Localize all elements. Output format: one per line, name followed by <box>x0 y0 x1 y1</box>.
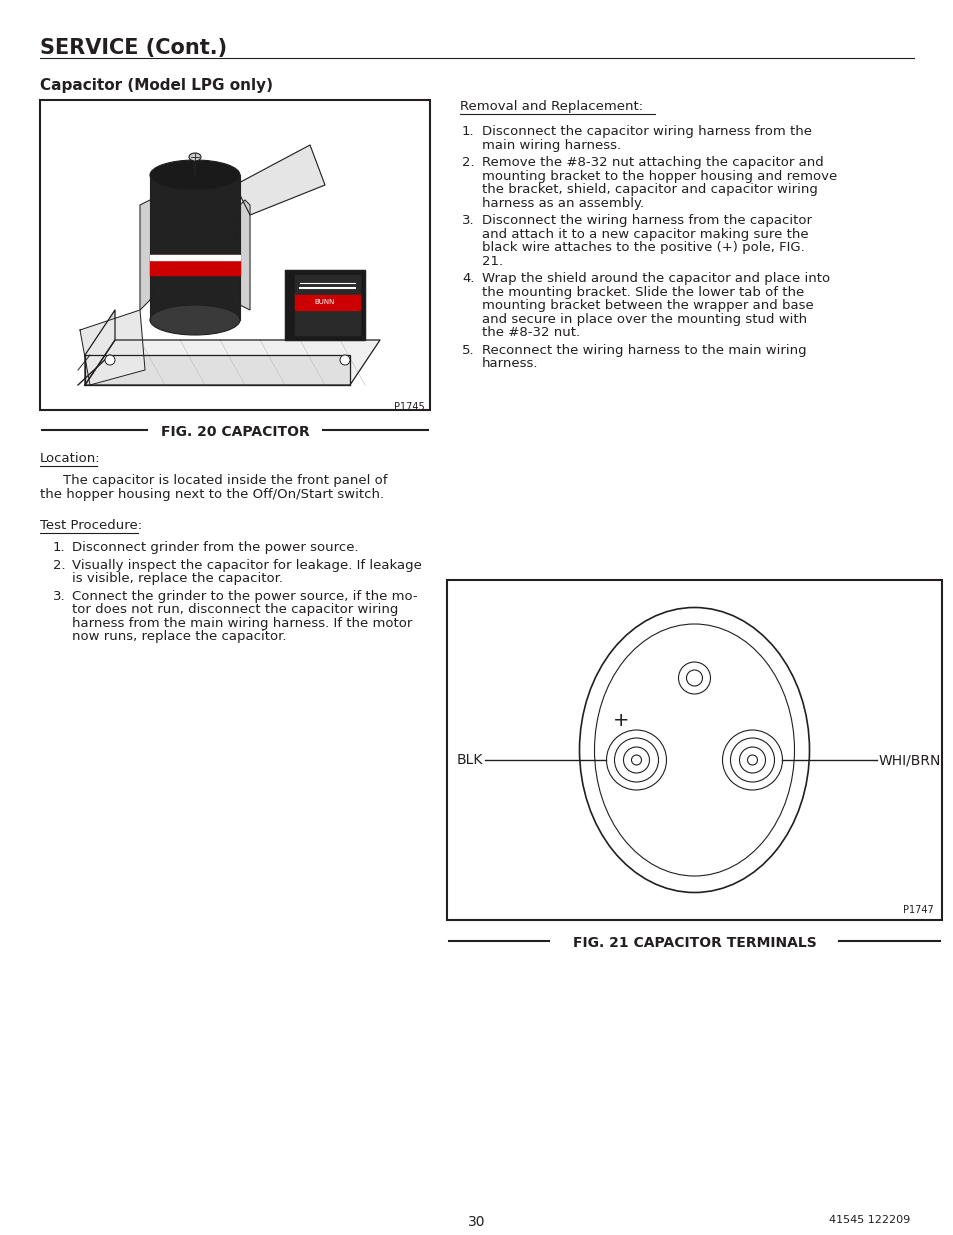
Polygon shape <box>294 295 359 310</box>
Text: Disconnect grinder from the power source.: Disconnect grinder from the power source… <box>71 541 358 555</box>
Text: +: + <box>613 710 629 730</box>
Circle shape <box>739 747 764 773</box>
Ellipse shape <box>150 305 240 335</box>
Text: harness from the main wiring harness. If the motor: harness from the main wiring harness. If… <box>71 616 412 630</box>
Bar <box>447 580 941 920</box>
Text: P1745: P1745 <box>394 403 424 412</box>
Polygon shape <box>140 200 154 310</box>
Text: 2.: 2. <box>53 558 66 572</box>
Text: black wire attaches to the positive (+) pole, FIG.: black wire attaches to the positive (+) … <box>481 241 804 254</box>
Text: 21.: 21. <box>481 254 502 268</box>
Ellipse shape <box>594 624 794 876</box>
Text: 41545 122209: 41545 122209 <box>828 1215 909 1225</box>
Text: 1.: 1. <box>461 125 475 138</box>
Text: harness as an assembly.: harness as an assembly. <box>481 196 643 210</box>
Text: 2.: 2. <box>461 156 475 169</box>
Polygon shape <box>234 200 250 310</box>
Polygon shape <box>80 310 145 385</box>
Text: is visible, replace the capacitor.: is visible, replace the capacitor. <box>71 572 283 585</box>
Ellipse shape <box>578 608 809 893</box>
Text: P1747: P1747 <box>902 905 933 915</box>
Polygon shape <box>85 340 379 385</box>
Circle shape <box>614 739 658 782</box>
Text: Visually inspect the capacitor for leakage. If leakage: Visually inspect the capacitor for leaka… <box>71 558 421 572</box>
Polygon shape <box>285 270 365 340</box>
Polygon shape <box>85 354 350 385</box>
Text: the bracket, shield, capacitor and capacitor wiring: the bracket, shield, capacitor and capac… <box>481 183 817 196</box>
Text: main wiring harness.: main wiring harness. <box>481 138 620 152</box>
Text: 3.: 3. <box>53 589 66 603</box>
Circle shape <box>631 755 640 764</box>
Text: Reconnect the wiring harness to the main wiring: Reconnect the wiring harness to the main… <box>481 343 806 357</box>
Text: Capacitor (Model LPG only): Capacitor (Model LPG only) <box>40 78 273 93</box>
Text: now runs, replace the capacitor.: now runs, replace the capacitor. <box>71 630 286 643</box>
Text: Test Procedure:: Test Procedure: <box>40 519 142 532</box>
Text: 30: 30 <box>468 1215 485 1229</box>
Circle shape <box>747 755 757 764</box>
Text: The capacitor is located inside the front panel of: The capacitor is located inside the fron… <box>63 474 387 487</box>
Text: WHI/BRN: WHI/BRN <box>878 753 941 767</box>
Text: the #8-32 nut.: the #8-32 nut. <box>481 326 579 338</box>
Circle shape <box>730 739 774 782</box>
Polygon shape <box>150 254 240 261</box>
Text: FIG. 21 CAPACITOR TERMINALS: FIG. 21 CAPACITOR TERMINALS <box>572 936 816 950</box>
Circle shape <box>623 747 649 773</box>
Text: SERVICE (Cont.): SERVICE (Cont.) <box>40 38 227 58</box>
Text: mounting bracket between the wrapper and base: mounting bracket between the wrapper and… <box>481 299 813 312</box>
Circle shape <box>606 730 666 790</box>
Text: and attach it to a new capacitor making sure the: and attach it to a new capacitor making … <box>481 227 808 241</box>
Polygon shape <box>234 144 325 215</box>
Circle shape <box>686 671 701 685</box>
Text: mounting bracket to the hopper housing and remove: mounting bracket to the hopper housing a… <box>481 169 837 183</box>
Text: tor does not run, disconnect the capacitor wiring: tor does not run, disconnect the capacit… <box>71 603 398 616</box>
Polygon shape <box>294 275 359 335</box>
Text: the hopper housing next to the Off/On/Start switch.: the hopper housing next to the Off/On/St… <box>40 488 384 500</box>
Circle shape <box>721 730 781 790</box>
Ellipse shape <box>189 153 201 161</box>
Text: the mounting bracket. Slide the lower tab of the: the mounting bracket. Slide the lower ta… <box>481 285 803 299</box>
Text: Removal and Replacement:: Removal and Replacement: <box>459 100 642 112</box>
Bar <box>150 175 240 320</box>
Text: 4.: 4. <box>461 272 474 285</box>
Circle shape <box>105 354 115 366</box>
Text: FIG. 20 CAPACITOR: FIG. 20 CAPACITOR <box>160 425 309 438</box>
Text: Wrap the shield around the capacitor and place into: Wrap the shield around the capacitor and… <box>481 272 829 285</box>
Text: Disconnect the wiring harness from the capacitor: Disconnect the wiring harness from the c… <box>481 214 811 227</box>
Text: 5.: 5. <box>461 343 475 357</box>
Polygon shape <box>85 310 115 385</box>
Circle shape <box>678 662 710 694</box>
Circle shape <box>339 354 350 366</box>
Text: harness.: harness. <box>481 357 537 370</box>
Text: and secure in place over the mounting stud with: and secure in place over the mounting st… <box>481 312 806 326</box>
Text: 3.: 3. <box>461 214 475 227</box>
Polygon shape <box>150 254 240 275</box>
Text: Disconnect the capacitor wiring harness from the: Disconnect the capacitor wiring harness … <box>481 125 811 138</box>
Text: Location:: Location: <box>40 452 100 466</box>
Bar <box>40 100 430 410</box>
Text: BUNN: BUNN <box>314 299 335 305</box>
Ellipse shape <box>150 161 240 190</box>
Text: Connect the grinder to the power source, if the mo-: Connect the grinder to the power source,… <box>71 589 417 603</box>
Text: BLK: BLK <box>456 753 483 767</box>
Text: 1.: 1. <box>53 541 66 555</box>
Text: Remove the #8-32 nut attaching the capacitor and: Remove the #8-32 nut attaching the capac… <box>481 156 822 169</box>
